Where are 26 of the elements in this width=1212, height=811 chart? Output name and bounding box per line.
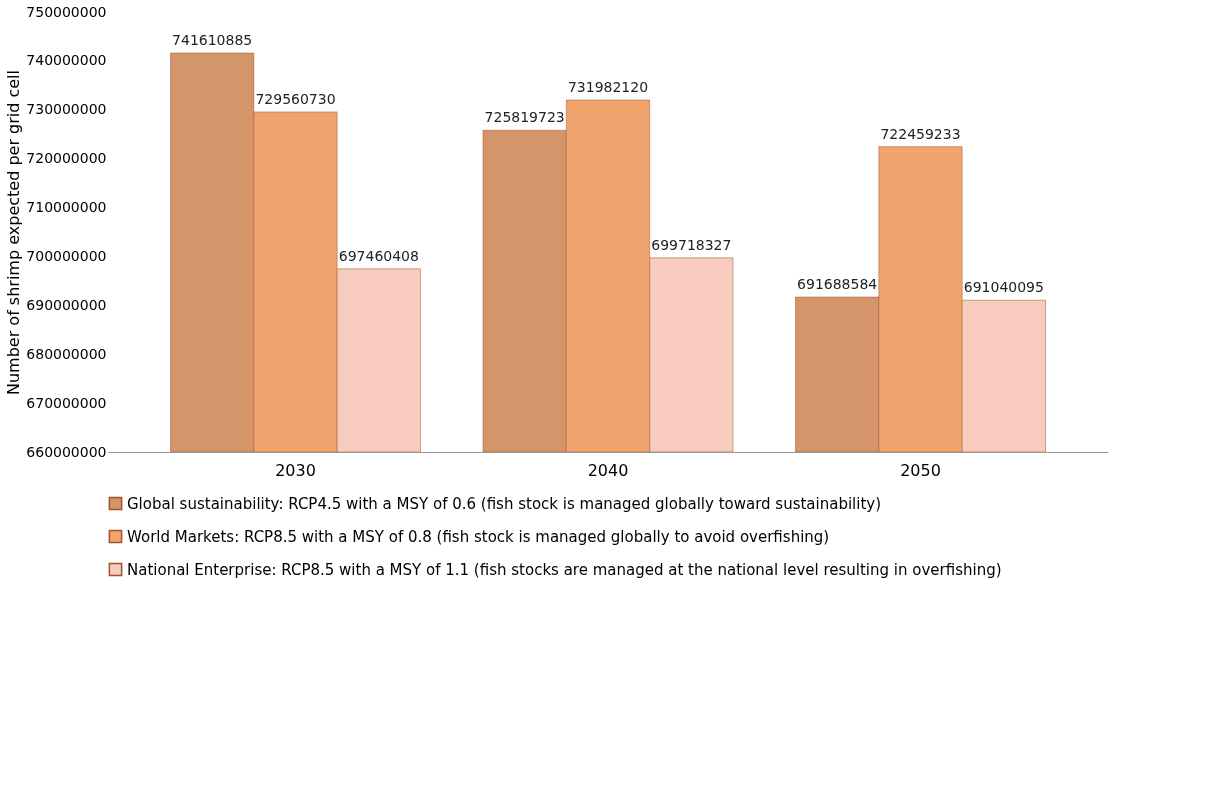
y-tick-label: 740000000 — [26, 52, 107, 69]
y-tick-label: 720000000 — [26, 150, 107, 167]
data-label: 729560730 — [255, 90, 336, 107]
y-tick-label: 750000000 — [26, 3, 107, 20]
data-label: 697460408 — [338, 247, 419, 264]
data-label: 691040095 — [963, 279, 1044, 296]
legend-label: World Markets: RCP8.5 with a MSY of 0.8 (fish stock is managed globally to avoid overfishing) — [127, 527, 830, 546]
data-label: 725819723 — [484, 109, 565, 126]
x-tick-label: 2040 — [587, 460, 629, 480]
y-tick-label: 680000000 — [26, 345, 107, 362]
y-axis-title: Number of shrimp expected per grid cell — [4, 70, 24, 395]
y-tick-label: 660000000 — [26, 443, 107, 460]
data-label: 741610885 — [172, 32, 253, 49]
x-tick-label: 2030 — [275, 460, 316, 480]
legend-label: Global sustainability: RCP4.5 with a MSY of 0.6 (fish stock is managed globally toward sustainability) — [127, 494, 882, 513]
legend-label: National Enterprise: RCP8.5 with a MSY of 1.1 (fish stocks are managed at the national level resulting in overfishing) — [127, 560, 1002, 579]
y-tick-label: 670000000 — [26, 394, 107, 411]
data-label: 699718327 — [651, 236, 732, 253]
x-tick-label: 2050 — [900, 460, 941, 480]
data-label: 731982120 — [567, 79, 649, 96]
y-tick-label: 700000000 — [26, 247, 107, 264]
y-tick-label: 710000000 — [26, 199, 107, 216]
y-tick-label: 730000000 — [26, 101, 107, 118]
data-label: 691688584 — [797, 276, 878, 293]
data-label: 722459233 — [880, 125, 961, 142]
y-tick-label: 690000000 — [26, 296, 107, 313]
